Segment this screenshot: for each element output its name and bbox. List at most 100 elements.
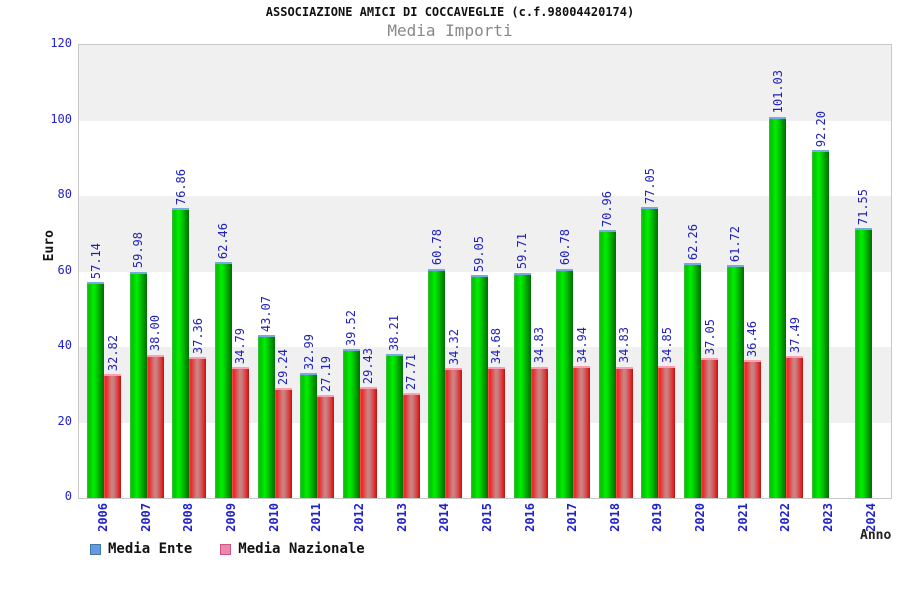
bar-media-ente-2008	[172, 207, 190, 498]
bar-cap	[726, 265, 744, 268]
plot-area: 57.14 32.82 59.98 38.00 76.86 37.36 62.46 34.79…	[78, 44, 892, 499]
bar-value-label: 34.83	[617, 327, 632, 364]
bar-value-label: 34.32	[446, 329, 461, 366]
bar-value-label: 76.86	[173, 168, 188, 205]
bar-media-nazionale-2008	[189, 356, 207, 498]
bar-cap	[257, 335, 275, 338]
bar-value-label: 71.55	[856, 188, 871, 225]
bar-media-ente-2020	[684, 262, 702, 498]
bar-media-ente-2022	[769, 116, 787, 498]
bar-value-label: 37.49	[787, 317, 802, 354]
y-tick-label: 20	[57, 413, 72, 428]
legend-swatch-pink	[220, 543, 232, 555]
bar-media-ente-2019	[641, 207, 659, 498]
x-tick-label-2021: 2021	[735, 503, 750, 532]
bar-value-label: 43.07	[259, 296, 274, 333]
bar-cap	[214, 262, 232, 265]
x-tick-label-2013: 2013	[394, 503, 409, 532]
bar-cap	[786, 356, 804, 359]
y-tick-label: 100	[50, 111, 72, 126]
bar-media-ente-2013	[385, 353, 403, 498]
chart-title: ASSOCIAZIONE AMICI DI COCCAVEGLIE (c.f.9…	[265, 5, 635, 19]
bar-cap	[556, 268, 574, 271]
bar-media-ente-2007	[129, 271, 147, 498]
bar-cap	[129, 271, 147, 274]
bar-value-label: 62.26	[685, 223, 700, 260]
legend-swatch-blue	[90, 543, 101, 555]
bar-cap	[530, 366, 548, 369]
bar-cap	[342, 348, 360, 351]
bar-cap	[615, 366, 633, 369]
y-tick-label: 40	[57, 338, 72, 352]
y-axis-label: Euro	[42, 230, 57, 262]
bar-media-nazionale-2014	[445, 368, 463, 498]
x-tick-label-2018: 2018	[607, 503, 622, 532]
bar-cap	[513, 272, 531, 275]
bar-cap	[189, 356, 207, 359]
x-tick-label-2016: 2016	[522, 503, 537, 532]
bar-value-label: 60.78	[557, 229, 572, 266]
x-tick-label-2007: 2007	[138, 503, 153, 532]
x-tick-label-2006: 2006	[96, 503, 110, 532]
bar-cap	[658, 366, 676, 369]
x-tick-label-2010: 2010	[266, 503, 281, 532]
bar-media-ente-2010	[257, 335, 275, 498]
bar-value-label: 37.05	[702, 319, 717, 356]
bar-media-nazionale-2016	[530, 366, 548, 498]
bar-value-label: 34.94	[574, 326, 589, 364]
y-tick-label: 120	[50, 36, 72, 50]
bar-media-ente-2023	[812, 149, 830, 498]
bar-cap	[445, 368, 463, 371]
bar-cap	[146, 354, 164, 357]
bar-value-label: 92.20	[813, 110, 828, 147]
bar-cap	[854, 227, 872, 230]
bar-value-label: 62.46	[216, 223, 231, 260]
bar-value-label: 36.46	[745, 321, 760, 358]
bar-value-label: 59.98	[131, 232, 146, 269]
bar-media-ente-2009	[214, 262, 232, 498]
bar-media-ente-2006	[87, 282, 104, 498]
x-tick-label-2015: 2015	[479, 503, 494, 532]
bar-value-label: 61.72	[728, 225, 743, 263]
bar-value-label: 29.24	[276, 348, 291, 385]
bar-media-nazionale-2013	[402, 393, 420, 498]
x-tick-label-2022: 2022	[778, 503, 793, 532]
bar-media-ente-2016	[513, 272, 531, 498]
bar-cap	[598, 230, 616, 233]
legend-item-media-ente: Media Ente	[90, 541, 192, 557]
x-tick-label-2020: 2020	[693, 503, 708, 532]
bar-media-ente-2018	[598, 230, 616, 498]
bar-media-nazionale-2020	[701, 358, 719, 498]
x-tick-label-2009: 2009	[223, 503, 238, 532]
bar-value-label: 32.82	[105, 334, 120, 372]
bar-cap	[87, 282, 104, 285]
bar-cap	[274, 387, 292, 390]
bar-cap	[402, 393, 420, 396]
x-tick-label-2017: 2017	[565, 503, 580, 532]
y-tick-label: 80	[57, 187, 72, 201]
bar-cap	[743, 360, 761, 363]
bar-cap	[701, 358, 719, 361]
bar-cap	[641, 207, 659, 210]
bar-media-ente-2021	[726, 265, 744, 498]
bar-cap	[317, 395, 335, 398]
legend-item-media-nazionale: Media Nazionale	[220, 541, 365, 557]
bar-value-label: 101.03	[770, 70, 785, 114]
bar-value-label: 37.36	[190, 317, 205, 354]
bar-media-nazionale-2011	[317, 395, 335, 498]
bar-media-nazionale-2009	[231, 366, 249, 498]
x-axis-label: Anno	[860, 528, 892, 543]
bar-value-label: 34.85	[659, 327, 674, 364]
x-tick-label-2019: 2019	[650, 503, 665, 532]
bar-cap	[231, 366, 249, 369]
bar-cap	[470, 275, 488, 278]
bar-value-label: 59.71	[515, 233, 529, 270]
bar-cap	[487, 367, 505, 370]
bar-media-nazionale-2007	[146, 354, 164, 498]
y-tick-label: 0	[64, 489, 72, 503]
bar-value-label: 57.14	[88, 243, 103, 280]
x-tick-label-2012: 2012	[351, 503, 366, 532]
bar-value-label: 77.05	[642, 168, 657, 205]
x-tick-label-2011: 2011	[309, 503, 324, 532]
